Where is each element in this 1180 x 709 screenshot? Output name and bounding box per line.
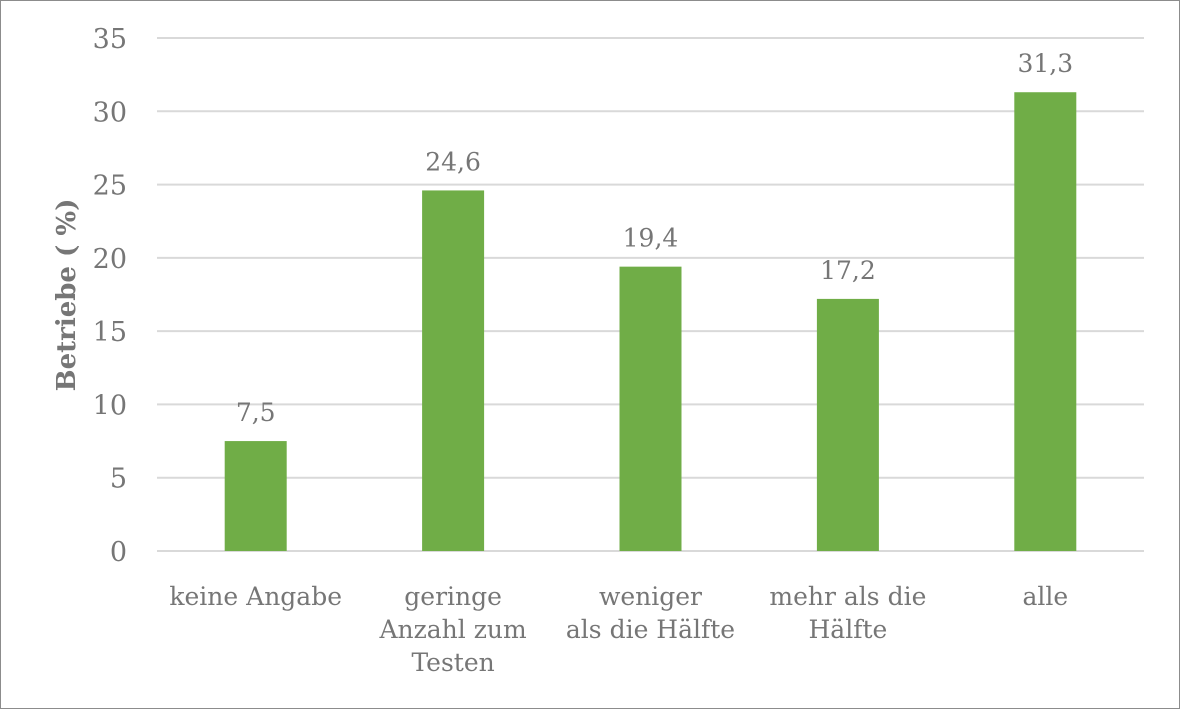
y-axis-label: Betriebe ( %) (52, 199, 82, 392)
x-tick-label: alle (1022, 582, 1068, 611)
bar (422, 190, 485, 552)
data-label: 19,4 (623, 224, 679, 253)
x-tick-label-line: Testen (411, 648, 494, 677)
data-label: 24,6 (425, 147, 481, 176)
bar (619, 266, 682, 551)
data-label: 17,2 (820, 256, 876, 285)
x-tick-label-line: weniger (599, 582, 702, 611)
x-tick-label-line: als die Hälfte (566, 615, 735, 644)
x-tick-label-line: geringe (404, 582, 502, 611)
x-tick-label-line: Anzahl zum (378, 615, 527, 644)
data-label: 7,5 (236, 398, 276, 427)
bar (816, 298, 879, 551)
y-tick-label: 0 (110, 537, 127, 568)
x-tick-label: weniger als die Hälfte (566, 582, 735, 644)
y-tick-label: 20 (93, 244, 127, 275)
x-tick-label: geringe Anzahl zum Testen (378, 582, 527, 677)
y-tick-label: 25 (93, 171, 127, 202)
x-tick-label: keine Angabe (169, 582, 342, 611)
y-tick-label: 30 (93, 97, 127, 128)
x-tick-label-line: keine Angabe (169, 582, 342, 611)
y-tick-label: 5 (110, 464, 127, 495)
x-tick-label-line: Hälfte (809, 615, 888, 644)
bar (224, 441, 287, 551)
x-tick-label: mehr als die Hälfte (769, 582, 926, 644)
data-label: 31,3 (1017, 49, 1073, 78)
bar (1014, 92, 1077, 551)
y-tick-label: 15 (93, 317, 127, 348)
y-tick-label: 35 (93, 24, 127, 55)
x-tick-label-line: mehr als die (769, 582, 926, 611)
y-tick-label: 10 (93, 390, 127, 421)
x-tick-label-line: alle (1022, 582, 1068, 611)
